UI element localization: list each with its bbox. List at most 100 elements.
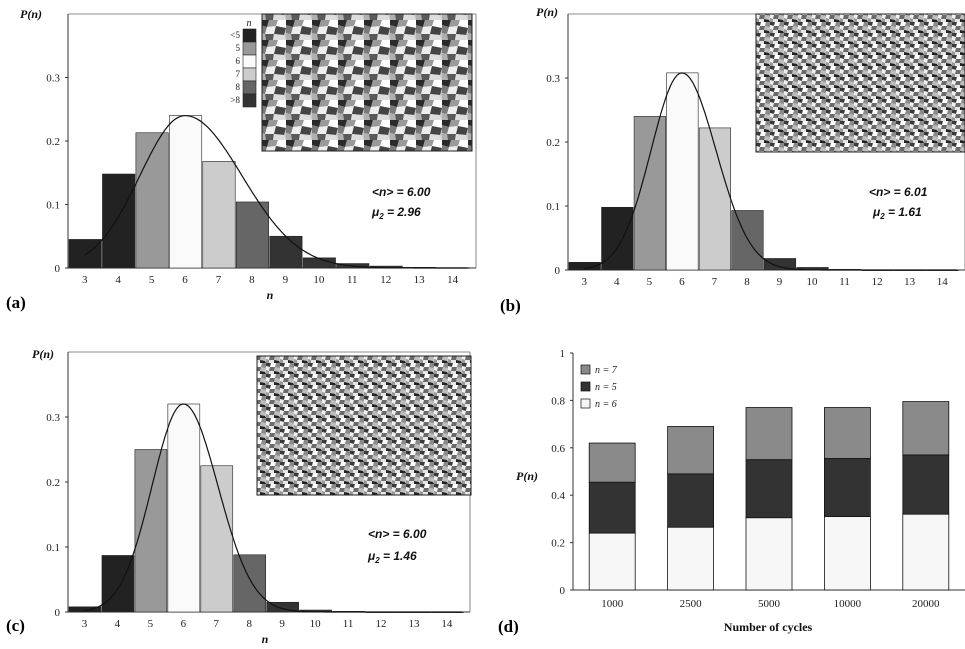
- x-tick-label: 5000: [758, 598, 781, 610]
- bar-n-6: [169, 115, 203, 269]
- y-tick-label: 1: [560, 348, 566, 360]
- stacked-bar-segment: [745, 407, 793, 461]
- x-tick-label: 4: [614, 276, 620, 288]
- y-tick-label: 0.2: [46, 477, 60, 489]
- bar-n-3: [568, 262, 601, 271]
- y-axis-label: P(n): [516, 469, 538, 483]
- stacked-bar-segment: [824, 516, 871, 591]
- x-tick-label: 5: [149, 274, 155, 286]
- y-axis-label: P(n): [536, 5, 558, 19]
- x-tick-label: 6: [679, 276, 685, 288]
- mean-n-stat: <n> = 6.00: [372, 185, 431, 199]
- x-tick-label: 20000: [912, 598, 940, 610]
- mu2-stat: μ2 = 1.61: [872, 205, 922, 221]
- x-tick-label: 10000: [834, 598, 862, 610]
- legend-entry: n = 6: [595, 399, 617, 410]
- stacked-bar-segment: [745, 459, 793, 519]
- panel-b: 0 0.1 0.2 0.3 3 4 5 6 7 8 9 10 11 12 13 14 <n> = 6.01 μ2 …: [500, 5, 965, 315]
- x-tick-label: 8: [249, 274, 255, 286]
- panel-label: (b): [500, 296, 521, 315]
- bar-n-6: [167, 403, 201, 613]
- panel-a: 0 0.1 0.2 0.3 3 4 5 6 7 8 9 10 11 12 13 14 n <5 5 6 7 8 >8 <n> …: [6, 7, 477, 312]
- panel-c: 0 0.1 0.2 0.3 3 4 5 6 7 8 9 10 11 12 13 14 <n> = 6.00 μ2 …: [6, 347, 472, 646]
- stacked-bar-segment: [902, 513, 950, 591]
- stacked-bar-segment: [824, 407, 871, 459]
- stacked-bar-segment: [745, 517, 793, 591]
- panel-label: (a): [6, 293, 26, 312]
- stacked-bar-segment: [667, 426, 714, 475]
- y-tick-label: 0.2: [551, 538, 565, 550]
- x-tick-label: 8: [246, 618, 252, 630]
- legend-entry: 5: [236, 43, 241, 53]
- bar-n-7: [202, 161, 236, 269]
- y-tick-label: 0.3: [46, 412, 60, 424]
- x-tick-label: 4: [115, 274, 121, 286]
- x-tick-label: 3: [82, 618, 88, 630]
- stacked-bar-segment: [588, 532, 636, 591]
- x-tick-label: 8: [744, 276, 750, 288]
- x-tick-label: 11: [343, 618, 354, 630]
- x-tick-label: 12: [380, 274, 391, 286]
- y-axis-label: P(n): [32, 347, 54, 361]
- x-tick-label: 14: [441, 618, 453, 630]
- panel-label: (c): [6, 616, 25, 635]
- bar-n-8: [233, 554, 267, 613]
- x-tick-label: 9: [279, 618, 285, 630]
- mean-n-stat: <n> = 6.01: [869, 185, 928, 199]
- y-tick-label: 0: [555, 265, 561, 277]
- x-tick-label: 5: [647, 276, 653, 288]
- x-tick-label: 10: [807, 276, 819, 288]
- y-tick-label: 0: [55, 607, 61, 619]
- stacked-bar-segment: [902, 401, 950, 456]
- stacked-bar-segment: [588, 442, 636, 483]
- legend-swatch: [242, 54, 257, 69]
- y-tick-label: 0: [55, 263, 61, 275]
- mu2-stat: μ2 = 2.96: [371, 205, 421, 221]
- x-tick-label: 7: [712, 276, 718, 288]
- x-tick-label: 12: [872, 276, 883, 288]
- x-tick-label: 2500: [680, 598, 703, 610]
- bar-n-3: [68, 239, 102, 269]
- x-tick-label: 7: [216, 274, 222, 286]
- x-tick-label: 3: [82, 274, 88, 286]
- legend-swatch: [580, 364, 591, 375]
- legend-entry: >8: [230, 95, 240, 105]
- x-tick-label: 10: [313, 274, 325, 286]
- y-tick-label: 0.2: [46, 136, 60, 148]
- x-tick-label: 14: [937, 276, 949, 288]
- inset-micrograph: [755, 13, 965, 153]
- legend-title: n: [247, 18, 252, 29]
- stacked-bar-segment: [667, 526, 714, 591]
- legend-entry: n = 5: [595, 382, 617, 393]
- bar-n-5: [633, 116, 666, 271]
- legend-swatch: [242, 93, 257, 108]
- mean-n-stat: <n> = 6.00: [368, 527, 427, 541]
- bar-n-4: [101, 555, 135, 613]
- legend-entry: <5: [230, 30, 240, 40]
- legend-swatch: [580, 381, 591, 392]
- x-axis-label: Number of cycles: [724, 620, 813, 634]
- x-axis-label: n: [267, 288, 274, 302]
- y-tick-label: 0.1: [46, 542, 60, 554]
- x-tick-label: 14: [447, 274, 459, 286]
- y-tick-label: 0.1: [46, 200, 60, 212]
- x-tick-label: 11: [839, 276, 850, 288]
- y-tick-label: 0.6: [551, 443, 565, 455]
- bar-n-4: [102, 173, 136, 269]
- fit-curve: [84, 403, 462, 613]
- y-tick-label: 0.3: [46, 73, 60, 85]
- y-axis-label: P(n): [20, 7, 42, 21]
- y-tick-label: 0.2: [546, 137, 560, 149]
- bar-n-8: [235, 201, 269, 269]
- panel-label: (d): [498, 617, 519, 636]
- stacked-bar-segment: [667, 473, 714, 528]
- x-tick-label: 4: [115, 618, 121, 630]
- x-tick-label: 7: [214, 618, 220, 630]
- y-tick-label: 0.3: [546, 73, 560, 85]
- x-tick-label: 1000: [601, 598, 624, 610]
- x-tick-label: 6: [182, 274, 188, 286]
- legend-entry: 7: [236, 69, 241, 79]
- fit-curve: [584, 72, 957, 271]
- bar-n-8: [731, 210, 764, 271]
